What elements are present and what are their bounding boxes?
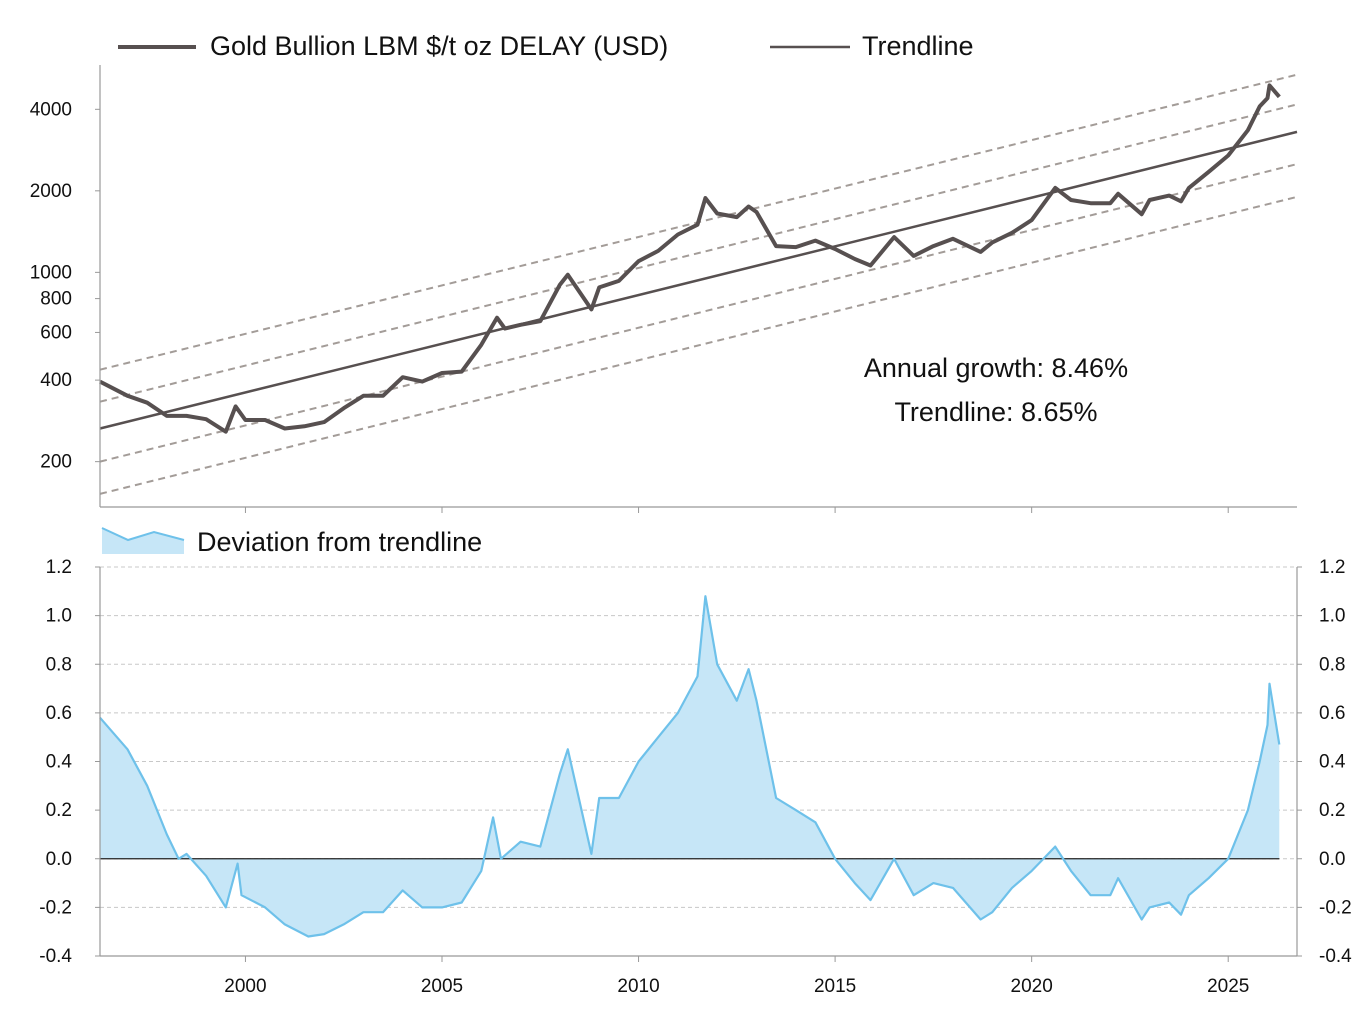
y-tick-label: 400 — [40, 370, 72, 391]
y-tick-label-right: 0.8 — [1319, 654, 1345, 675]
band-line — [99, 163, 1298, 463]
y-tick-label-right: 0.2 — [1319, 800, 1345, 821]
price-line — [99, 83, 1281, 434]
y-tick-label-right: -0.4 — [1319, 946, 1352, 967]
trend-line — [99, 130, 1298, 430]
y-tick-label: 0.2 — [46, 800, 72, 821]
y-tick-label: 4000 — [30, 99, 72, 120]
annotation: Trendline: 8.65% — [894, 397, 1097, 427]
legend-swatch — [101, 527, 185, 542]
x-tick-label: 2015 — [814, 976, 856, 997]
y-tick-label: -0.4 — [39, 946, 72, 967]
y-tick-label: 600 — [40, 322, 72, 343]
area-fill — [100, 596, 1280, 937]
band-line — [99, 195, 1298, 495]
y-tick-label: 0.8 — [46, 654, 72, 675]
y-tick-label: 0.4 — [46, 752, 73, 773]
y-tick-label-right: 1.0 — [1319, 606, 1345, 627]
legend-label: Gold Bullion LBM $/t oz DELAY (USD) — [210, 31, 668, 61]
y-tick-label: -0.2 — [39, 897, 72, 918]
legend-label: Trendline — [862, 31, 974, 61]
y-tick-label-right: 1.2 — [1319, 557, 1345, 578]
area-line — [99, 595, 1281, 938]
legend-label: Deviation from trendline — [197, 527, 482, 557]
y-tick-label: 0.0 — [46, 849, 72, 870]
x-tick-label: 2010 — [617, 976, 659, 997]
y-tick-label: 1.2 — [46, 557, 72, 578]
x-tick-label: 2005 — [421, 976, 463, 997]
y-tick-label: 0.6 — [46, 703, 72, 724]
y-tick-label: 1.0 — [46, 606, 72, 627]
x-tick-label: 2020 — [1011, 976, 1053, 997]
y-tick-label-right: -0.2 — [1319, 897, 1352, 918]
band-line — [99, 103, 1298, 403]
y-tick-label: 2000 — [30, 181, 72, 202]
legend-swatch — [102, 528, 184, 554]
y-tick-label: 1000 — [30, 262, 72, 283]
x-tick-label: 2025 — [1207, 976, 1249, 997]
y-tick-label-right: 0.4 — [1319, 752, 1346, 773]
y-tick-label: 800 — [40, 289, 72, 310]
x-tick-label: 2000 — [224, 976, 266, 997]
y-tick-label-right: 0.0 — [1319, 849, 1345, 870]
annotation: Annual growth: 8.46% — [864, 353, 1128, 383]
y-tick-label: 200 — [40, 452, 72, 473]
y-tick-label-right: 0.6 — [1319, 703, 1345, 724]
